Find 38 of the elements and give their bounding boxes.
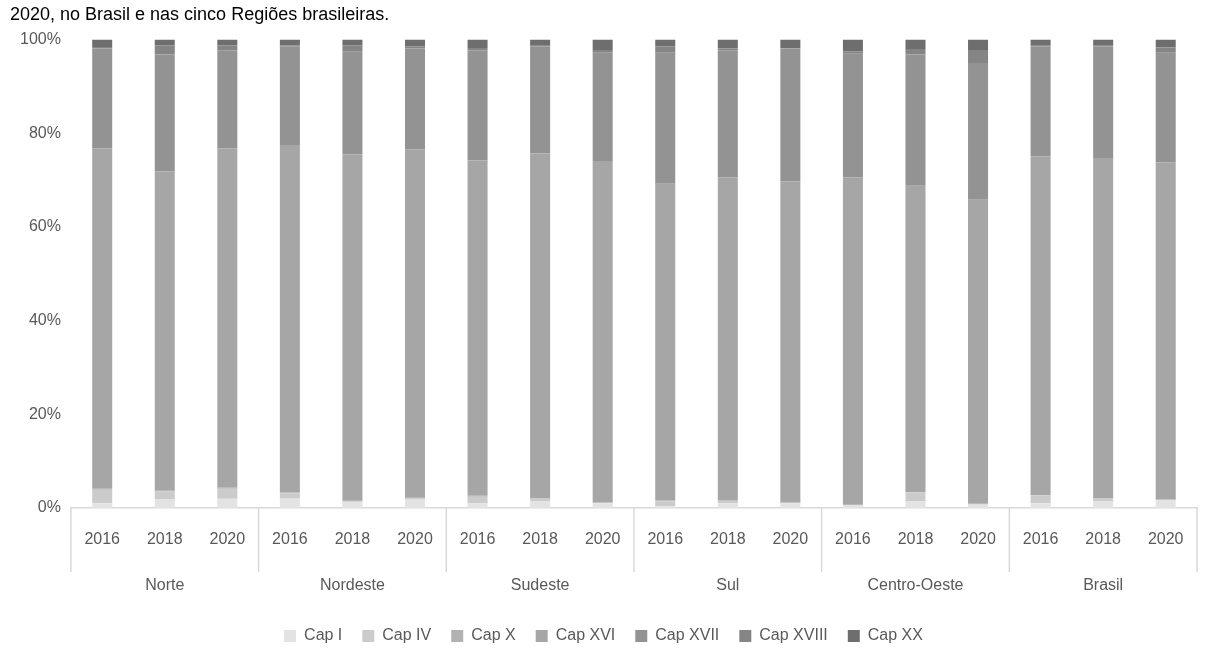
x-tick-label: 2016 [1022,530,1059,548]
y-tick-label: 20% [28,404,61,422]
x-tick-label: 2018 [710,530,746,548]
x-tick-label: 2020 [209,530,246,548]
legend-label: Cap X [471,626,517,644]
text: Centro-Oeste [867,576,964,594]
text: Sul [716,576,740,594]
y-tick-label: 100% [20,30,61,48]
x-tick-label: 2016 [835,530,871,548]
text: Sudeste [510,576,570,594]
chart-title: 2020, no Brasil e nas cinco Regiões brasileiras. [10,3,390,24]
x-tick-label: 2016 [459,530,496,548]
y-tick-label: 80% [28,123,61,141]
x-tick-label: 2018 [1085,530,1122,548]
x-tick-label: 2020 [960,530,996,548]
legend-label: Cap XX [867,626,924,644]
x-tick-label: 2018 [897,530,934,548]
x-tick-label: 2020 [1147,530,1184,548]
x-tick-label: 2016 [272,530,308,548]
x-tick-label: 2016 [84,530,121,548]
text: Brasil [1083,576,1124,594]
legend-label: Cap XVIII [759,626,828,644]
x-tick-label: 2018 [334,530,371,548]
legend-label: Cap IV [382,626,432,644]
x-tick-label: 2020 [397,530,433,548]
y-tick-label: 60% [28,217,61,235]
legend-label: Cap XVII [655,626,720,644]
legend-label: Cap I [304,626,343,644]
x-tick-label: 2020 [772,530,809,548]
y-tick-label: 0% [37,498,61,516]
text: Nordeste [319,576,385,594]
text: Norte [145,576,185,594]
x-tick-label: 2016 [647,530,684,548]
x-tick-label: 2018 [146,530,183,548]
x-tick-label: 2018 [522,530,559,548]
x-tick-label: 2020 [584,530,621,548]
y-tick-label: 40% [28,311,61,329]
legend-label: Cap XVI [555,626,616,644]
